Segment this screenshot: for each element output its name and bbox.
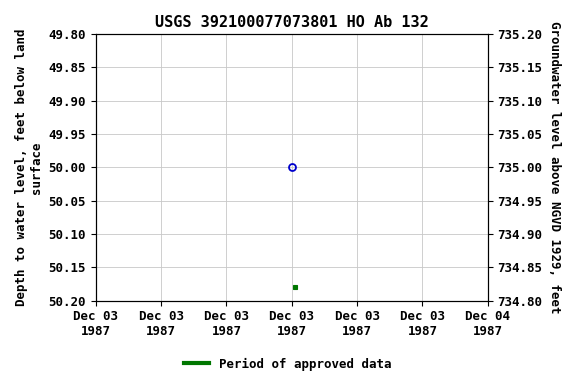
Title: USGS 392100077073801 HO Ab 132: USGS 392100077073801 HO Ab 132 xyxy=(155,15,429,30)
Y-axis label: Depth to water level, feet below land
surface: Depth to water level, feet below land su… xyxy=(15,28,43,306)
Y-axis label: Groundwater level above NGVD 1929, feet: Groundwater level above NGVD 1929, feet xyxy=(548,21,561,313)
Legend: Period of approved data: Period of approved data xyxy=(179,353,397,376)
